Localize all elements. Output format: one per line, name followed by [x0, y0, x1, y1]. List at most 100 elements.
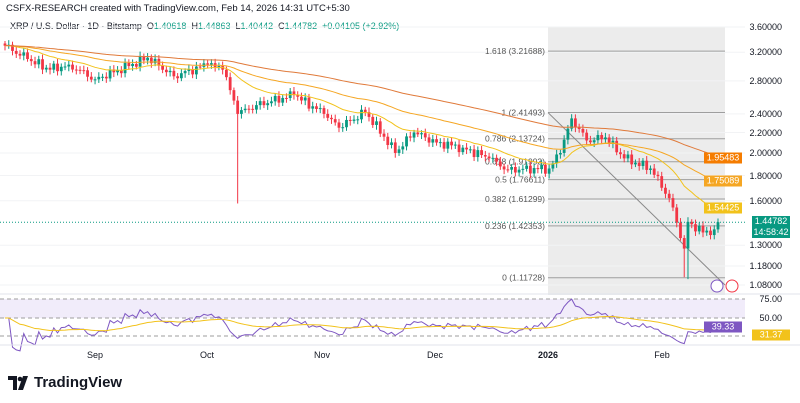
candle-body [345, 119, 348, 128]
high-label: H [191, 21, 198, 31]
candle-body [26, 52, 29, 60]
candle-body [686, 221, 690, 249]
candle-body [360, 109, 363, 120]
candle-body [63, 66, 67, 68]
tradingview-logo[interactable]: TradingView [8, 374, 122, 391]
moving-average-50 [4, 45, 719, 183]
candle-body [37, 59, 41, 65]
candle-body [348, 119, 352, 121]
lightning-icon [710, 279, 724, 293]
candle-body [446, 141, 450, 149]
candle-body [3, 43, 7, 46]
fib-level-label: 0 (1.11728) [502, 273, 545, 283]
candle-body [585, 132, 589, 141]
candle-body [300, 96, 303, 101]
candle-body [29, 59, 33, 62]
candle-body [679, 222, 682, 239]
candle-body [89, 76, 93, 80]
candle-body [146, 57, 149, 61]
candle-body [420, 133, 423, 135]
candle-body [551, 163, 555, 169]
candle-body [547, 168, 551, 174]
candle-body [262, 101, 266, 106]
candle-body [164, 69, 168, 73]
symbol-name[interactable]: XRP / U.S. Dollar · 1D · Bitstamp [10, 21, 142, 31]
candle-body [566, 128, 570, 140]
candle-body [378, 121, 382, 134]
candle-body [127, 62, 131, 67]
candle-body [183, 71, 187, 74]
candle-body [536, 168, 540, 170]
candle-body [277, 95, 281, 103]
candle-body [251, 108, 255, 110]
candle-body [457, 144, 461, 153]
candle-body [483, 155, 487, 157]
candle-body [303, 97, 307, 101]
candle-body [472, 149, 476, 158]
candle-body [33, 61, 37, 65]
candle-body [82, 70, 86, 72]
bar-countdown: 14:58:42 [753, 227, 789, 238]
candle-body [119, 70, 123, 74]
candle-body [649, 168, 652, 170]
candle-body [112, 69, 116, 73]
candle-body [480, 150, 483, 156]
candle-body [397, 149, 401, 153]
candle-body [281, 97, 285, 103]
high-value: 1.44863 [197, 21, 231, 31]
candle-body [390, 142, 393, 146]
candle-body [273, 95, 277, 102]
candle-body [416, 132, 420, 135]
candle-body [540, 164, 544, 170]
candle-body [352, 119, 356, 121]
candle-body [694, 224, 697, 232]
candle-body [247, 108, 251, 110]
time-axis-label: 2026 [537, 350, 559, 360]
candle-body [453, 144, 457, 146]
fib-level-label: 0.5 (1.76611) [495, 175, 545, 185]
price-axis-label: 1.08000 [749, 280, 782, 290]
candle-body [604, 137, 607, 140]
candle-body [93, 79, 97, 81]
candle-body [592, 140, 596, 143]
price-axis-label: 1.80000 [749, 170, 782, 181]
candle-body [232, 90, 236, 101]
candle-body [52, 63, 56, 70]
candle-body [326, 113, 330, 118]
candle-body [363, 109, 367, 113]
candle-body [138, 56, 142, 67]
candle-body [450, 141, 453, 146]
candle-body [134, 63, 138, 67]
candle-body [465, 147, 468, 150]
candle-body [142, 56, 146, 61]
candle-body [622, 154, 626, 159]
candle-body [630, 154, 634, 165]
candle-body [543, 164, 547, 174]
time-axis-label: Nov [313, 350, 331, 360]
candle-body [468, 149, 472, 151]
candle-body [67, 64, 71, 67]
candle-body [589, 140, 592, 143]
candle-body [506, 169, 510, 171]
candle-body [645, 160, 649, 170]
candle-body [123, 62, 127, 74]
fib-level-label: 0.236 (1.42353) [485, 221, 545, 231]
candle-body [22, 52, 26, 56]
candle-body [97, 76, 101, 80]
candle-body [194, 66, 198, 75]
candle-body [228, 77, 232, 91]
candle-body [408, 136, 412, 138]
price-axis-label: 75.00 [759, 294, 782, 304]
price-axis-label: 2.80000 [749, 75, 782, 86]
time-axis-label: Sep [86, 350, 104, 360]
candle-body [487, 156, 491, 159]
candle-body [716, 222, 720, 230]
candle-body [86, 70, 89, 77]
low-value: 1.40442 [240, 21, 274, 31]
candle-body [461, 147, 465, 153]
candle-body [502, 166, 506, 170]
candle-body [225, 69, 228, 78]
fib-level-label: 0.382 (1.61299) [485, 194, 545, 204]
candle-body [41, 59, 44, 70]
